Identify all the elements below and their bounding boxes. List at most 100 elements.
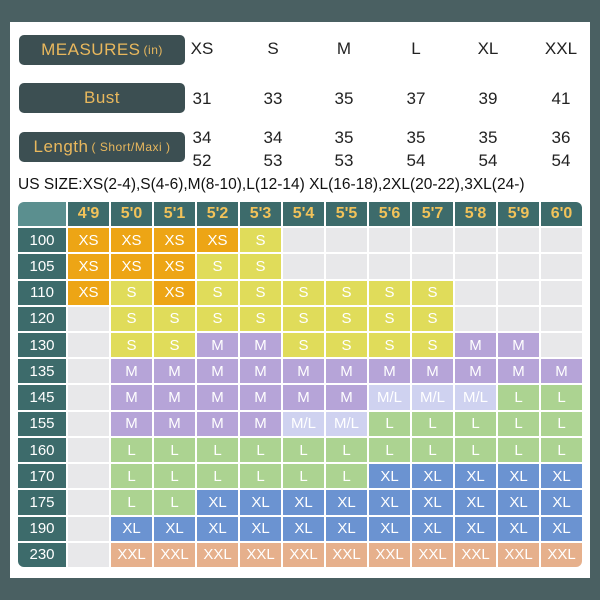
bust-value: 41 — [551, 89, 571, 108]
empty-cell — [283, 228, 324, 253]
bust-value: 35 — [334, 89, 354, 108]
size-cell: XS — [154, 280, 195, 305]
size-cell: L — [369, 411, 410, 436]
empty-cell — [455, 254, 496, 279]
empty-cell — [455, 228, 496, 253]
length-short-value: 36 — [551, 128, 571, 147]
size-cell: XS — [68, 228, 109, 253]
size-cell: L — [498, 437, 539, 463]
size-cell: L — [197, 464, 238, 489]
empty-cell — [68, 437, 109, 463]
empty-cell — [283, 254, 324, 279]
size-cell: XL — [197, 490, 238, 515]
frame-top-border — [0, 0, 600, 22]
size-cell: S — [326, 306, 367, 332]
size-cell: M — [326, 359, 367, 384]
length-unit-text: ( Short/Maxi ) — [91, 140, 171, 154]
height-header: 4'9 — [68, 202, 109, 227]
size-cell: M — [111, 385, 152, 410]
length-short-value: 35 — [478, 128, 498, 147]
size-cell: L — [498, 411, 539, 436]
size-cell: S — [283, 280, 324, 305]
length-short-value: 34 — [263, 128, 283, 147]
weight-header: 105 — [18, 254, 66, 279]
size-cell: XL — [240, 490, 281, 515]
size-cell: L — [283, 464, 324, 489]
size-grid: 4'9 5'0 5'1 5'2 5'3 5'4 5'5 5'6 5'7 5'8 5'9 6'0 100 X… — [18, 202, 582, 567]
size-cell: XL — [369, 516, 410, 541]
size-cell: XXL — [326, 542, 367, 567]
height-header: 5'7 — [412, 202, 453, 227]
size-cell: XXL — [283, 542, 324, 567]
empty-cell — [326, 254, 367, 279]
size-cell: M/L — [369, 385, 410, 410]
size-cell: M — [240, 411, 281, 436]
size-cell: S — [412, 306, 453, 332]
size-cell: S — [369, 280, 410, 305]
size-cell: L — [369, 437, 410, 463]
height-header: 5'6 — [369, 202, 410, 227]
empty-cell — [68, 464, 109, 489]
bust-value: 39 — [478, 89, 498, 108]
size-cell: S — [283, 306, 324, 332]
weight-header: 175 — [18, 490, 66, 515]
size-cell: XL — [412, 464, 453, 489]
weight-header: 145 — [18, 385, 66, 410]
size-cell: XL — [412, 490, 453, 515]
empty-cell — [68, 359, 109, 384]
size-cell: S — [412, 280, 453, 305]
empty-cell — [68, 385, 109, 410]
weight-header: 170 — [18, 464, 66, 489]
size-cell: S — [154, 333, 195, 358]
weight-header: 100 — [18, 228, 66, 253]
weight-header: 130 — [18, 333, 66, 358]
size-cell: L — [541, 385, 582, 410]
size-cell: L — [283, 437, 324, 463]
size-cell: M/L — [455, 385, 496, 410]
size-cell: L — [154, 437, 195, 463]
empty-cell — [498, 228, 539, 253]
size-cell: M — [197, 333, 238, 358]
empty-cell — [541, 228, 582, 253]
size-cell: L — [498, 385, 539, 410]
weight-header: 190 — [18, 516, 66, 541]
empty-cell — [455, 306, 496, 332]
empty-cell — [498, 280, 539, 305]
size-cell: M — [111, 411, 152, 436]
size-cell: M — [498, 333, 539, 358]
size-cell: L — [455, 437, 496, 463]
size-cell: XXL — [498, 542, 539, 567]
length-maxi-value: 54 — [478, 151, 498, 170]
measures-table: MEASURES (in) Bust Length ( Short/Maxi )… — [10, 22, 590, 196]
size-cell: S — [154, 306, 195, 332]
empty-cell — [412, 228, 453, 253]
empty-cell — [369, 228, 410, 253]
frame-left-border — [0, 0, 10, 600]
empty-cell — [68, 516, 109, 541]
empty-cell — [498, 306, 539, 332]
size-cell: S — [197, 306, 238, 332]
size-cell: M — [197, 359, 238, 384]
size-cell: XL — [111, 516, 152, 541]
height-header: 6'0 — [541, 202, 582, 227]
size-cell: S — [197, 254, 238, 279]
size-cell: M — [154, 385, 195, 410]
size-cell: L — [412, 411, 453, 436]
size-header: XL — [477, 39, 499, 58]
size-cell: M — [498, 359, 539, 384]
length-maxi-value: 54 — [406, 151, 426, 170]
size-cell: XS — [154, 228, 195, 253]
size-cell: M — [154, 359, 195, 384]
size-cell: M/L — [283, 411, 324, 436]
bust-label-text: Bust — [83, 88, 121, 107]
size-cell: L — [240, 464, 281, 489]
size-cell: L — [111, 490, 152, 515]
size-cell: S — [240, 228, 281, 253]
size-cell: L — [541, 411, 582, 436]
size-cell: M — [326, 385, 367, 410]
size-cell: XL — [455, 490, 496, 515]
size-cell: XL — [455, 516, 496, 541]
size-header: S — [267, 39, 279, 58]
us-size-legend: US SIZE:XS(2-4),S(4-6),M(8-10),L(12-14) … — [18, 176, 525, 193]
